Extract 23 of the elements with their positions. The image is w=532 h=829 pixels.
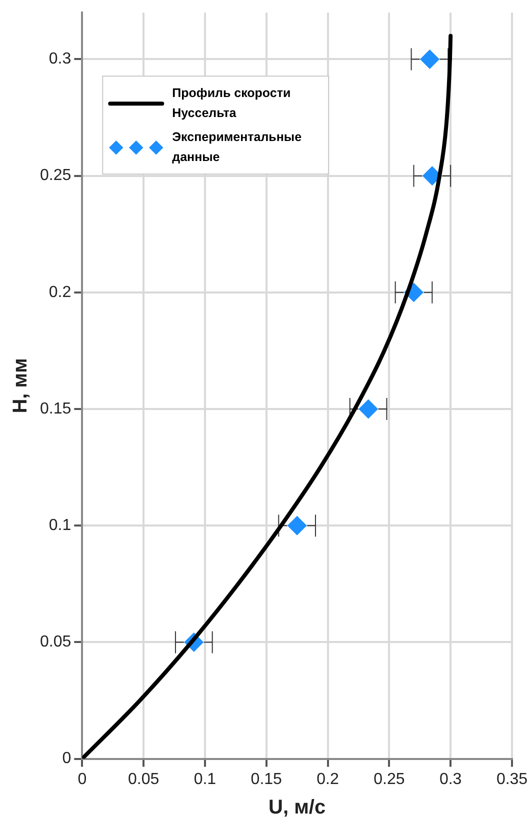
x-tick-label: 0.1 [194, 770, 216, 788]
x-tick-label: 0 [78, 770, 87, 788]
point [358, 398, 379, 420]
y-tick-label: 0.15 [40, 400, 72, 418]
y-tick-label: 0.25 [40, 167, 72, 184]
y-tick-label: 0.2 [48, 284, 72, 301]
y-tick-label: 0.05 [40, 634, 72, 651]
legend-label: Экспериментальные данные [172, 130, 302, 164]
x-tick-label: 0.05 [128, 770, 160, 788]
line-series [82, 34, 453, 759]
x-tick-label: 0.3 [439, 770, 462, 788]
y-tick-label: 0.1 [48, 517, 72, 534]
x-tick-label: 0.25 [374, 770, 405, 788]
point [419, 48, 440, 70]
x-tick-label: 0.15 [250, 770, 282, 788]
y-tick-label: 0 [62, 750, 72, 768]
x-tick-label: 0.35 [496, 770, 528, 788]
x-axis-title: U, м/с [268, 796, 326, 819]
legend-label: Профиль скорости Нуссельта [172, 86, 291, 120]
y-tick-label: 0.3 [48, 50, 72, 68]
x-tick-label: 0.2 [316, 770, 339, 788]
y-axis-title: H, мм [10, 358, 32, 414]
point [286, 515, 308, 536]
